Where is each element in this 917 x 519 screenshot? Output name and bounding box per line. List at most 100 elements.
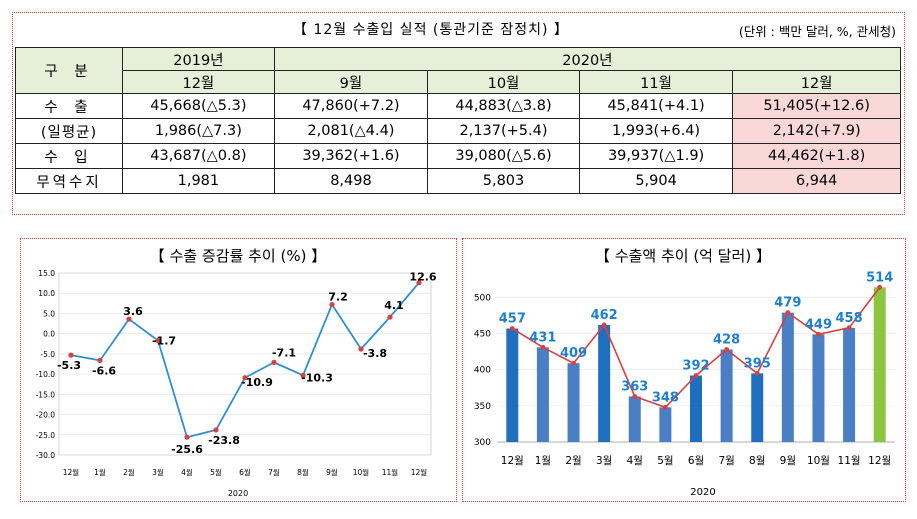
x-tick-label: 2월 <box>565 455 581 467</box>
x-tick-label: 12월 <box>501 455 524 467</box>
trade-table-panel: 【 12월 수출입 실적 (통관기준 잠정치) 】 (단위 : 백만 달러, %… <box>12 12 905 215</box>
x-tick-label: 9월 <box>326 467 338 477</box>
row-label: 수 입 <box>15 143 123 169</box>
bar <box>843 327 856 442</box>
y-tick-label: 10.0 <box>38 289 55 298</box>
table-cell: 1,993(+6.4) <box>578 118 734 144</box>
bar <box>506 328 519 442</box>
x-tick-label: 4월 <box>181 467 193 477</box>
table-row-import: 수 입 43,687(△0.8) 39,362(+1.6) 39,080(△5.… <box>15 143 901 169</box>
row-label: 수 출 <box>15 93 123 119</box>
data-label: -3.8 <box>363 347 387 360</box>
header-year-2020: 2020년 <box>273 47 902 71</box>
y-tick-label: -5.0 <box>40 350 55 359</box>
data-point <box>387 314 393 320</box>
data-point <box>329 301 335 308</box>
table-cell: 47,860(+7.2) <box>273 93 429 119</box>
export-growth-chart: 【 수출 증감률 추이 (%) 】 15.0 10.0 5.0 0.0 -5.0 -10.… <box>36 247 437 498</box>
bar <box>751 373 764 442</box>
bar <box>873 287 886 442</box>
data-label: -7.1 <box>272 346 296 359</box>
bar <box>812 334 825 442</box>
y-tick-label: 350 <box>474 402 491 412</box>
x-tick-label: 5월 <box>657 455 673 467</box>
x-axis-label: 2020 <box>690 487 715 498</box>
x-axis-label: 2020 <box>228 489 248 498</box>
bar <box>567 363 580 442</box>
x-tick-label: 9월 <box>780 455 796 467</box>
data-point <box>155 337 161 344</box>
x-tick-label: 12월 <box>63 467 80 477</box>
header-year-2019: 2019년 <box>122 47 275 71</box>
table-cell: 5,803 <box>427 168 580 194</box>
y-tick-label: 400 <box>474 366 491 376</box>
trend-point <box>724 347 730 352</box>
y-tick-label: 5.0 <box>43 309 55 318</box>
x-tick-label: 1월 <box>535 455 551 467</box>
data-point <box>97 357 103 363</box>
trade-table: 구 분 2019년 2020년 12월 9월 10월 11월 12월 수 출 4… <box>15 47 902 194</box>
table-cell: 45,841(+4.1) <box>578 93 734 119</box>
chart-title: 【 수출 증감률 추이 (%) 】 <box>150 247 326 265</box>
header-month: 9월 <box>273 70 429 94</box>
data-point <box>416 280 422 286</box>
table-cell: 8,498 <box>273 168 429 194</box>
table-cell: 39,362(+1.6) <box>273 143 429 169</box>
table-cell: 1,986(△7.3) <box>122 118 275 144</box>
data-point <box>184 434 190 440</box>
data-label: -23.8 <box>208 434 240 447</box>
table-cell-highlight: 44,462(+1.8) <box>732 143 901 169</box>
table-cell-highlight: 6,944 <box>732 168 901 194</box>
header-month: 11월 <box>578 70 734 94</box>
y-tick-label: 500 <box>474 293 491 303</box>
row-label: 무역수지 <box>15 168 123 194</box>
data-label: 431 <box>529 330 556 345</box>
table-row-export: 수 출 45,668(△5.3) 47,860(+7.2) 44,883(△3.… <box>15 93 901 119</box>
x-tick-label: 5월 <box>210 467 222 477</box>
y-tick-label: -15.0 <box>36 390 56 399</box>
table-title: 【 12월 수출입 실적 (통관기준 잠정치) 】 <box>293 22 569 38</box>
table-cell: 2,137(+5.4) <box>427 118 580 144</box>
trend-point <box>846 325 852 331</box>
table-cell: 39,937(△1.9) <box>578 143 734 169</box>
x-tick-label: 8월 <box>297 467 309 477</box>
chart-title: 【 수출액 추이 (억 달러) 】 <box>595 247 771 265</box>
header-month: 10월 <box>427 70 580 94</box>
x-tick-label: 10월 <box>807 455 830 467</box>
x-tick-label: 2월 <box>123 467 135 477</box>
table-cell-highlight: 2,142(+7.9) <box>732 118 901 144</box>
data-label: 12.6 <box>409 271 436 284</box>
table-cell: 2,081(△4.4) <box>273 118 429 144</box>
table-cell: 5,904 <box>578 168 734 194</box>
table-cell: 39,080(△5.6) <box>427 143 580 169</box>
data-point <box>271 359 277 365</box>
y-tick-label: -20.0 <box>36 411 56 420</box>
bar <box>536 347 549 442</box>
table-cell: 44,883(△3.8) <box>427 93 580 119</box>
table-cell: 43,687(△0.8) <box>122 143 275 169</box>
data-label: -5.3 <box>57 359 81 372</box>
data-label: -6.6 <box>92 364 116 377</box>
y-tick-label: 450 <box>474 330 491 340</box>
x-tick-label: 3월 <box>152 467 164 477</box>
data-label: -25.6 <box>171 443 203 456</box>
data-label: -10.9 <box>241 376 273 389</box>
table-title-row: 【 12월 수출입 실적 (통관기준 잠정치) 】 (단위 : 백만 달러, %… <box>13 13 904 45</box>
x-tick-label: 6월 <box>688 455 704 467</box>
table-cell-highlight: 51,405(+12.6) <box>732 93 901 119</box>
data-label: 449 <box>805 317 832 332</box>
data-point <box>300 372 306 378</box>
data-label: 409 <box>560 346 587 361</box>
table-cell: 45,668(△5.3) <box>122 93 275 119</box>
trend-point <box>754 370 760 376</box>
y-tick-label: 0.0 <box>43 330 55 339</box>
y-tick-label: -10.0 <box>36 370 56 379</box>
y-tick-label: -30.0 <box>36 451 56 460</box>
bar <box>781 312 794 442</box>
data-label: 4.1 <box>384 299 404 312</box>
y-tick-label: 300 <box>474 438 491 448</box>
data-point <box>358 346 364 352</box>
trend-point <box>632 394 638 399</box>
bar <box>628 396 641 442</box>
data-point <box>213 427 219 433</box>
